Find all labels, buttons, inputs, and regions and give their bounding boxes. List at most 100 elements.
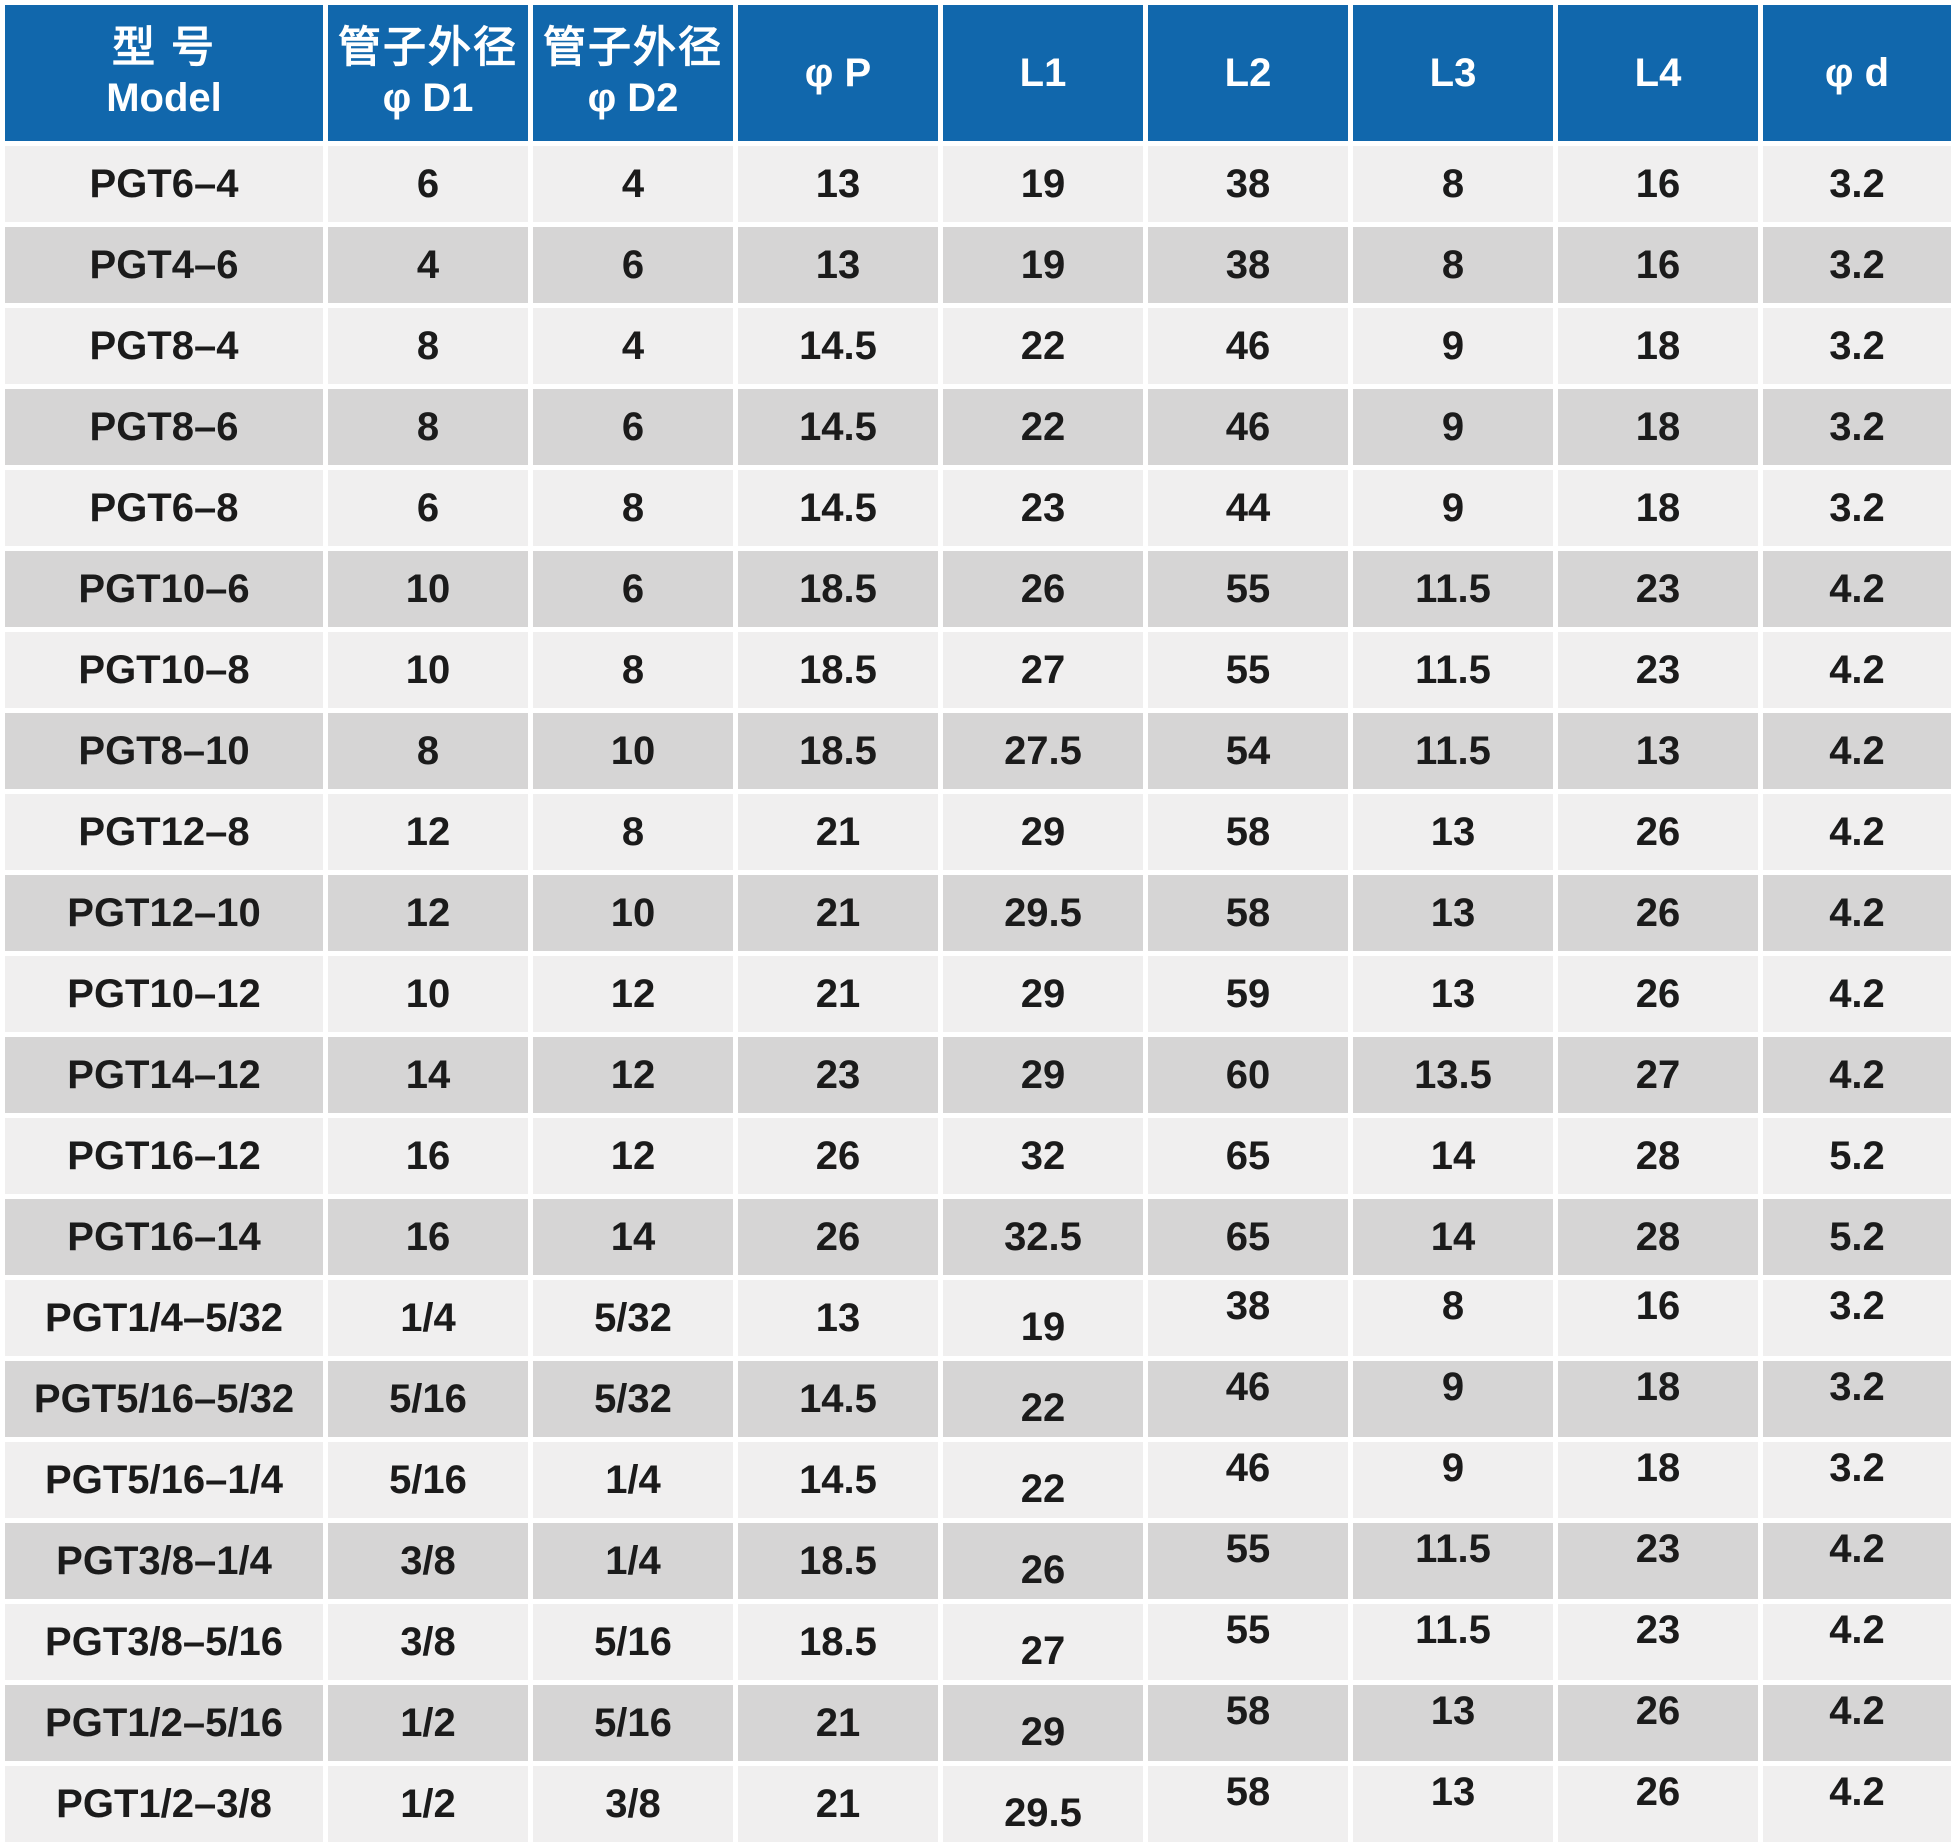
col-header-l2-label: L2 xyxy=(1224,51,1272,95)
value-cell: 8 xyxy=(533,794,733,870)
table-row: PGT1/2–3/8 1/2 3/8 21 29.5 58 13 26 4.2 xyxy=(5,1766,1951,1842)
model-cell: PGT8–6 xyxy=(5,389,323,465)
col-header-d2-zh: 管子外径 xyxy=(543,24,723,73)
value-cell: 28 xyxy=(1558,1199,1758,1275)
value-cell: 18 xyxy=(1558,1361,1758,1437)
value-cell: 4.2 xyxy=(1763,1766,1951,1842)
value-cell: 23 xyxy=(1558,551,1758,627)
value-cell: 1/4 xyxy=(533,1523,733,1599)
value-cell: 18 xyxy=(1558,308,1758,384)
value-cell: 26 xyxy=(1558,956,1758,1032)
value-cell: 13 xyxy=(1353,794,1553,870)
value-cell: 6 xyxy=(533,389,733,465)
col-header-l4: L4 xyxy=(1558,5,1758,141)
table-row: PGT1/4–5/32 1/4 5/32 13 19 38 8 16 3.2 xyxy=(5,1280,1951,1356)
model-cell: PGT8–4 xyxy=(5,308,323,384)
value-cell: 3.2 xyxy=(1763,470,1951,546)
value-cell: 29 xyxy=(943,956,1143,1032)
value-cell: 5.2 xyxy=(1763,1199,1951,1275)
value-cell: 16 xyxy=(328,1118,528,1194)
value-cell: 4.2 xyxy=(1763,551,1951,627)
model-cell: PGT3/8–1/4 xyxy=(5,1523,323,1599)
value-cell: 4.2 xyxy=(1763,1604,1951,1680)
value-cell: 12 xyxy=(328,794,528,870)
value-cell: 3.2 xyxy=(1763,1280,1951,1356)
value-cell: 3/8 xyxy=(533,1766,733,1842)
value-cell: 46 xyxy=(1148,308,1348,384)
value-cell: 12 xyxy=(328,875,528,951)
value-cell: 4.2 xyxy=(1763,794,1951,870)
value-cell: 19 xyxy=(943,146,1143,222)
value-cell: 5/32 xyxy=(533,1280,733,1356)
value-cell: 21 xyxy=(738,1766,938,1842)
value-cell: 11.5 xyxy=(1353,713,1553,789)
value-cell: 58 xyxy=(1148,1766,1348,1842)
value-cell: 26 xyxy=(738,1118,938,1194)
table-row: PGT6–8 6 8 14.5 23 44 9 18 3.2 xyxy=(5,470,1951,546)
value-cell: 26 xyxy=(1558,794,1758,870)
model-cell: PGT10–6 xyxy=(5,551,323,627)
value-cell: 38 xyxy=(1148,1280,1348,1356)
table-row: PGT4–6 4 6 13 19 38 8 16 3.2 xyxy=(5,227,1951,303)
value-cell: 44 xyxy=(1148,470,1348,546)
value-cell: 23 xyxy=(738,1037,938,1113)
value-cell: 8 xyxy=(328,713,528,789)
value-cell: 13 xyxy=(1353,1685,1553,1761)
value-cell: 29 xyxy=(943,1037,1143,1113)
value-cell: 11.5 xyxy=(1353,1523,1553,1599)
table-row: PGT16–12 16 12 26 32 65 14 28 5.2 xyxy=(5,1118,1951,1194)
value-cell: 21 xyxy=(738,794,938,870)
value-cell: 13 xyxy=(738,227,938,303)
value-cell: 26 xyxy=(1558,875,1758,951)
value-cell: 18.5 xyxy=(738,1604,938,1680)
value-cell: 13 xyxy=(1558,713,1758,789)
col-header-l1-label: L1 xyxy=(1019,51,1067,95)
table-row: PGT8–6 8 6 14.5 22 46 9 18 3.2 xyxy=(5,389,1951,465)
model-cell: PGT12–8 xyxy=(5,794,323,870)
value-cell: 14.5 xyxy=(738,1442,938,1518)
value-cell: 14.5 xyxy=(738,389,938,465)
col-header-d1-zh: 管子外径 xyxy=(338,24,518,73)
value-cell: 11.5 xyxy=(1353,551,1553,627)
value-cell: 14 xyxy=(1353,1199,1553,1275)
value-cell: 14.5 xyxy=(738,308,938,384)
table-row: PGT8–10 8 10 18.5 27.5 54 11.5 13 4.2 xyxy=(5,713,1951,789)
value-cell: 23 xyxy=(1558,632,1758,708)
value-cell: 21 xyxy=(738,956,938,1032)
value-cell: 55 xyxy=(1148,632,1348,708)
col-header-d2-en: φ D2 xyxy=(587,75,679,120)
value-cell: 5/16 xyxy=(533,1685,733,1761)
value-cell: 8 xyxy=(533,632,733,708)
value-cell: 1/4 xyxy=(328,1280,528,1356)
value-cell: 18 xyxy=(1558,1442,1758,1518)
value-cell: 22 xyxy=(943,1442,1143,1518)
table-row: PGT16–14 16 14 26 32.5 65 14 28 5.2 xyxy=(5,1199,1951,1275)
table-row: PGT12–8 12 8 21 29 58 13 26 4.2 xyxy=(5,794,1951,870)
value-cell: 46 xyxy=(1148,389,1348,465)
col-header-l3-label: L3 xyxy=(1429,51,1477,95)
value-cell: 58 xyxy=(1148,875,1348,951)
value-cell: 16 xyxy=(1558,227,1758,303)
value-cell: 18 xyxy=(1558,470,1758,546)
value-cell: 21 xyxy=(738,1685,938,1761)
value-cell: 8 xyxy=(1353,146,1553,222)
value-cell: 21 xyxy=(738,875,938,951)
value-cell: 58 xyxy=(1148,1685,1348,1761)
col-header-l4-label: L4 xyxy=(1634,51,1682,95)
col-header-p-label: φ P xyxy=(804,51,872,95)
value-cell: 38 xyxy=(1148,227,1348,303)
value-cell: 16 xyxy=(1558,1280,1758,1356)
value-cell: 18.5 xyxy=(738,713,938,789)
value-cell: 5/16 xyxy=(328,1442,528,1518)
value-cell: 4 xyxy=(328,227,528,303)
value-cell: 22 xyxy=(943,389,1143,465)
table-row: PGT14–12 14 12 23 29 60 13.5 27 4.2 xyxy=(5,1037,1951,1113)
value-cell: 6 xyxy=(328,470,528,546)
col-header-d1: 管子外径 φ D1 xyxy=(328,5,528,141)
col-header-l3: L3 xyxy=(1353,5,1553,141)
value-cell: 5/32 xyxy=(533,1361,733,1437)
value-cell: 4 xyxy=(533,308,733,384)
col-header-model-zh: 型 号 xyxy=(112,24,216,73)
value-cell: 19 xyxy=(943,227,1143,303)
value-cell: 6 xyxy=(533,551,733,627)
